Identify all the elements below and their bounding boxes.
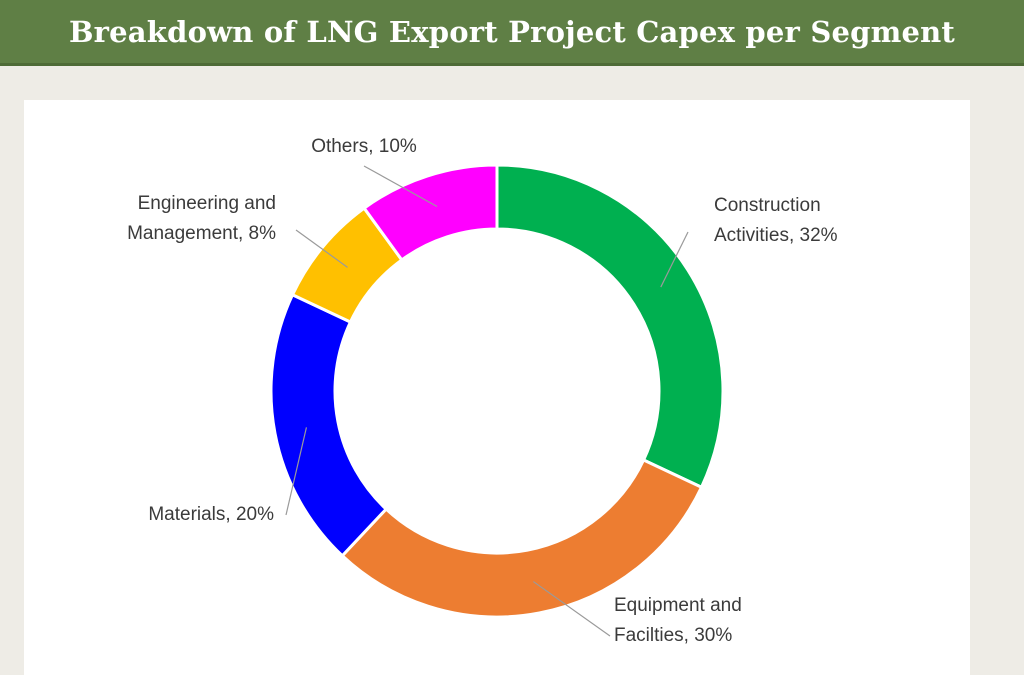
leader-line-equipment-and-facilties: [533, 581, 611, 637]
data-label-line: Facilties, 30%: [614, 625, 732, 646]
data-label-line: Management, 8%: [127, 223, 276, 244]
leader-line-others: [363, 165, 438, 208]
data-label-line: Engineering and: [138, 193, 276, 214]
data-label-line: Materials, 20%: [148, 504, 274, 525]
data-labels: Construction Activities, 32% Equipment and…: [127, 136, 838, 646]
leader-line-materials: [285, 427, 308, 516]
leader-lines: [285, 165, 689, 637]
slice-equipment-and-facilties: [340, 457, 704, 619]
slice-construction-activities: [495, 163, 725, 490]
page-title: Breakdown of LNG Export Project Capex pe…: [68, 14, 956, 49]
title-bar: Breakdown of LNG Export Project Capex pe…: [0, 0, 1024, 66]
data-label-line: Others, 10%: [311, 136, 417, 157]
data-label-others: Others, 10%: [311, 136, 417, 157]
data-label-line: Construction: [714, 195, 821, 216]
donut-slices: [269, 163, 725, 619]
data-label-equipment-and-facilties: Equipment and Facilties, 30%: [614, 595, 742, 646]
data-label-line: Activities, 32%: [714, 225, 838, 246]
data-label-line: Equipment and: [614, 595, 742, 616]
data-label-construction-activities: Construction Activities, 32%: [714, 195, 838, 246]
data-label-materials: Materials, 20%: [148, 504, 274, 525]
leader-line-engineering-and-management: [295, 229, 348, 268]
data-label-engineering-and-management: Engineering and Management, 8%: [127, 193, 276, 244]
leader-line-construction-activities: [660, 231, 689, 288]
